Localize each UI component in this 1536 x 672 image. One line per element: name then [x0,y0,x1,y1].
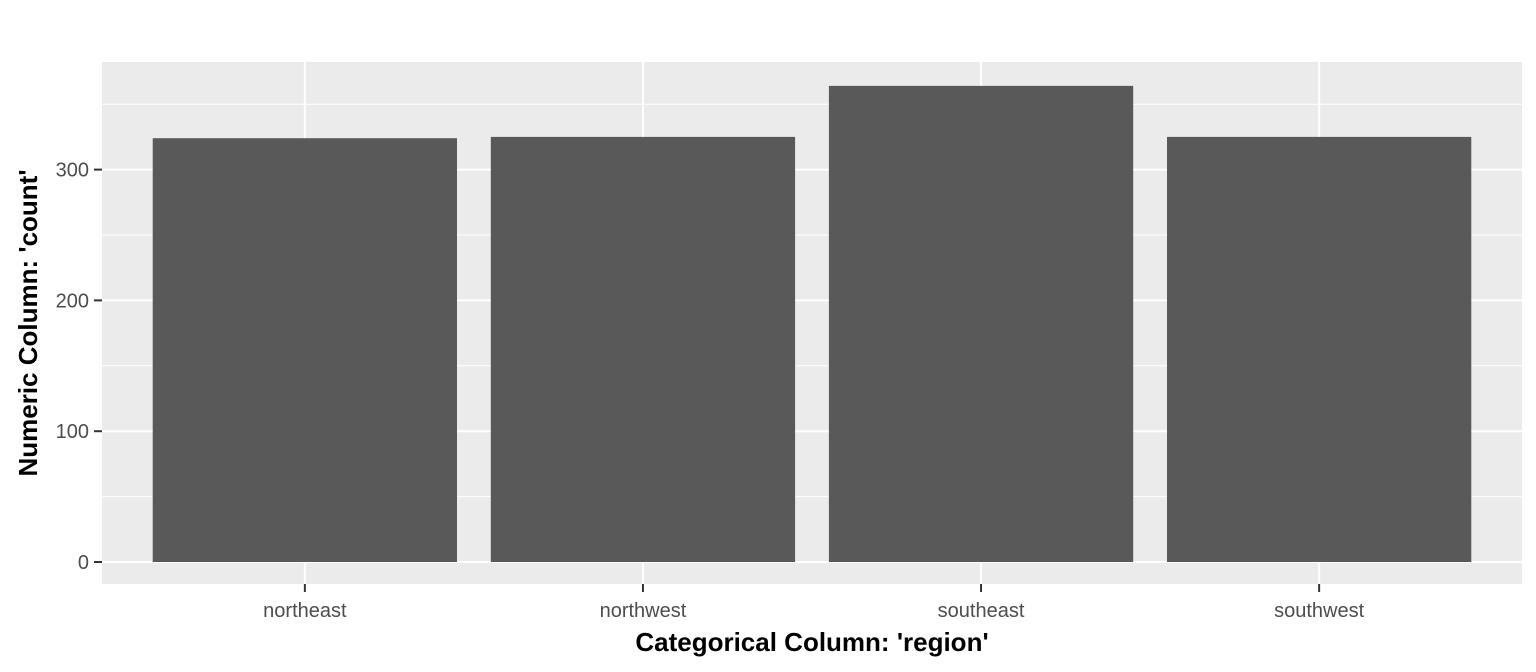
x-axis-title: Categorical Column: 'region' [635,627,988,657]
x-tick-label: northeast [263,600,347,622]
y-axis: 0 100 200 300 [56,160,102,574]
y-tick-label: 100 [56,421,89,443]
bar-southwest [1167,136,1472,562]
x-tick-label: southwest [1274,600,1364,622]
x-tick-label: northwest [600,600,687,622]
y-tick-label: 300 [56,160,89,182]
x-tick-label: southeast [938,600,1025,622]
bars [152,85,1472,562]
bar-southeast [828,85,1134,562]
bar-northwest [490,136,796,562]
y-axis-title: Numeric Column: 'count' [13,169,43,476]
y-tick-label: 0 [78,552,89,574]
x-axis: northeast northwest southeast southwest [263,584,1365,622]
bar-northeast [152,138,457,562]
y-tick-label: 200 [56,290,89,312]
